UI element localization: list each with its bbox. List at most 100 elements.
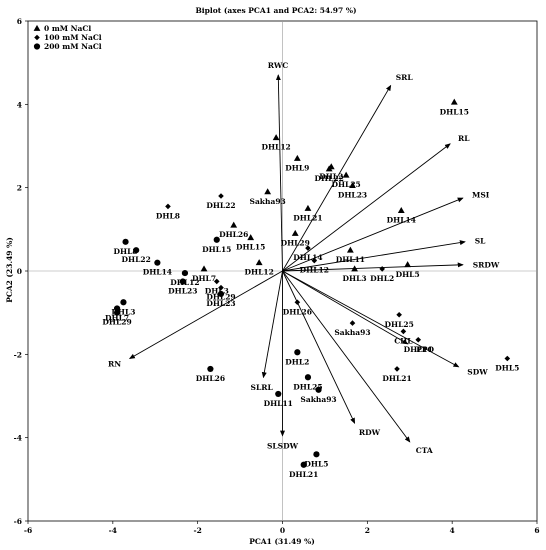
y-axis-label: PCA2 (23.49 %)	[5, 237, 14, 303]
vector-msi	[282, 197, 464, 272]
point-label: Sakha93	[334, 328, 370, 337]
point-label: DHL11	[336, 255, 365, 264]
point-label: DHL8	[156, 211, 180, 220]
point-label: DHL29	[102, 318, 131, 327]
point-label: DHL8	[114, 247, 138, 256]
triangle-point	[404, 261, 412, 268]
triangle-point	[304, 204, 312, 211]
circle-point	[315, 386, 322, 393]
point-label: DHL29	[206, 293, 235, 302]
x-tick-label: 4	[450, 526, 455, 535]
diamond-point	[415, 336, 422, 343]
point-label: DHL15	[236, 243, 265, 252]
diamond-point	[504, 355, 511, 362]
triangle-point	[349, 181, 356, 188]
point-label: DHL2	[319, 172, 343, 181]
diamond-point	[400, 328, 407, 335]
diamond-point	[294, 299, 301, 306]
point-label: DHL25	[331, 180, 360, 189]
legend-triangle-icon	[33, 24, 41, 31]
circle-point	[122, 238, 129, 245]
point-label: DHL5	[304, 459, 328, 468]
point-label: DHL23	[206, 299, 235, 308]
vector-sl	[282, 240, 466, 272]
point-label: DHL26	[219, 230, 248, 239]
y-tick-label: 6	[17, 17, 22, 26]
legend-diamond-icon	[34, 34, 40, 41]
triangle-point	[272, 134, 280, 141]
triangle-point	[346, 246, 354, 253]
circle-point	[154, 259, 161, 266]
point-label: DHL25	[384, 320, 413, 329]
point-label: DHL2	[285, 357, 309, 366]
vector-label: SRL	[396, 73, 414, 82]
diamond-point	[305, 245, 311, 251]
point-label: DHL22	[315, 174, 344, 183]
point-label: DHL12	[261, 143, 290, 152]
legend-entry: 200 mM NaCl	[44, 42, 102, 51]
point-label: DHL14	[387, 216, 416, 225]
vector-label: SL	[475, 236, 486, 245]
triangle-point	[230, 221, 238, 228]
legend-entry: 100 mM NaCl	[44, 33, 102, 42]
vector-rn	[128, 270, 283, 359]
vector-rwc	[275, 74, 283, 272]
point-label: DHL21	[289, 470, 318, 479]
point-label: DHL7	[192, 274, 216, 283]
x-axis-label: PCA1 (31.49 %)	[249, 537, 315, 546]
chart-title: Biplot (axes PCA1 and PCA2: 54.97 %)	[195, 6, 356, 15]
point-label: DHL3	[205, 286, 229, 295]
point-label: DHL22	[206, 201, 235, 210]
score-points: DHL15DHL12DHL9DHL2DHL22DHL25DHL23Sakha93…	[102, 98, 519, 479]
circle-point	[120, 299, 127, 306]
vector-srdw	[282, 262, 464, 272]
triangle-point	[325, 165, 333, 172]
diamond-point	[394, 366, 400, 372]
diamond-point	[218, 193, 224, 199]
circle-point	[207, 365, 214, 373]
diamond-point	[165, 203, 171, 210]
point-label: DHL12	[245, 268, 274, 277]
triangle-point	[397, 206, 405, 213]
y-tick-label: 2	[17, 184, 22, 193]
vector-label: MSI	[472, 190, 490, 199]
point-label: DHL5	[396, 270, 420, 279]
circle-point	[179, 278, 186, 285]
point-label: DHL29	[281, 239, 310, 248]
point-label: DHL25	[293, 382, 322, 391]
diamond-point	[379, 266, 385, 272]
legend-entry: 0 mM NaCl	[44, 24, 91, 33]
point-label: DHL11	[404, 345, 433, 354]
vector-label: CTA	[416, 446, 433, 455]
diamond-point	[349, 320, 356, 326]
vector-label: SLSDW	[267, 442, 299, 451]
point-label: DHL23	[168, 286, 197, 295]
diamond-point	[396, 311, 402, 318]
axis-ticks: -6 -4 -2 0 2 4 6 6 4 2 0 -2 -4 -6	[14, 17, 540, 535]
point-label: Sakha93	[300, 395, 336, 404]
point-label: DHL14	[293, 253, 322, 262]
y-tick-label: -2	[14, 350, 22, 359]
vector-rl	[282, 143, 451, 272]
vector-label: PPO	[416, 345, 434, 354]
point-label: DHL3	[343, 274, 367, 283]
vector-label: SRDW	[473, 260, 500, 269]
diamond-point	[213, 278, 220, 285]
point-label: Sakha93	[250, 197, 286, 206]
circle-point	[275, 390, 282, 398]
vector-sdw	[282, 270, 460, 368]
triangle-point	[293, 154, 301, 161]
legend-circle-icon	[33, 43, 41, 50]
point-label: DHL14	[143, 268, 172, 277]
x-tick-label: 0	[280, 526, 285, 535]
circle-point	[181, 269, 189, 277]
circle-point	[304, 374, 312, 381]
point-label: DHL21	[382, 374, 411, 383]
circle-point	[217, 290, 225, 298]
x-tick-label: 6	[534, 526, 539, 535]
vector-label: RDW	[359, 428, 381, 437]
vector-label: RL	[458, 134, 470, 143]
triangle-point	[264, 188, 272, 195]
